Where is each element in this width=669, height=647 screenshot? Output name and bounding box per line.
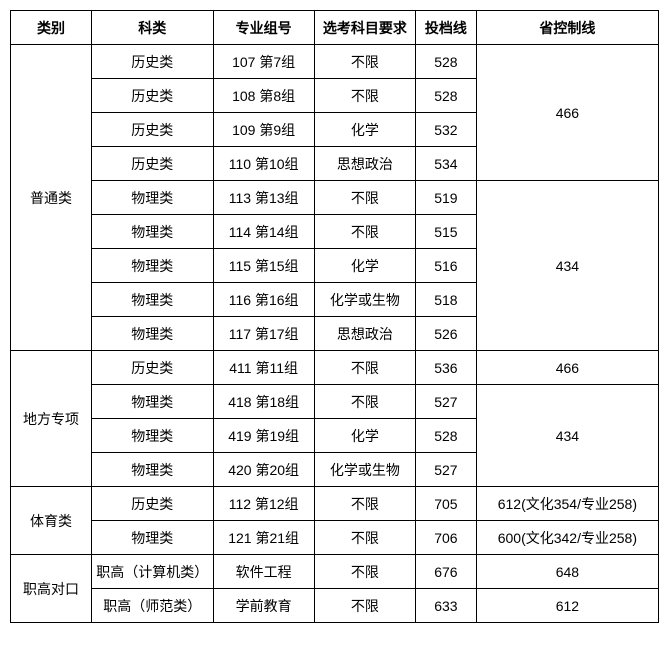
cell-subject: 历史类 xyxy=(92,45,214,79)
cell-group: 软件工程 xyxy=(213,555,314,589)
cell-requirement: 不限 xyxy=(314,385,415,419)
cell-subject: 历史类 xyxy=(92,351,214,385)
cell-category: 体育类 xyxy=(11,487,92,555)
cell-group: 116 第16组 xyxy=(213,283,314,317)
table-body: 普通类历史类107 第7组不限528466历史类108 第8组不限528历史类1… xyxy=(11,45,659,623)
cell-province: 648 xyxy=(476,555,658,589)
cell-score: 516 xyxy=(416,249,477,283)
cell-score: 515 xyxy=(416,215,477,249)
cell-score: 528 xyxy=(416,79,477,113)
cell-province: 434 xyxy=(476,385,658,487)
cell-score: 527 xyxy=(416,453,477,487)
cell-score: 519 xyxy=(416,181,477,215)
header-row: 类别 科类 专业组号 选考科目要求 投档线 省控制线 xyxy=(11,11,659,45)
table-row: 普通类历史类107 第7组不限528466 xyxy=(11,45,659,79)
cell-subject: 物理类 xyxy=(92,419,214,453)
cell-group: 419 第19组 xyxy=(213,419,314,453)
cell-subject: 物理类 xyxy=(92,283,214,317)
header-province: 省控制线 xyxy=(476,11,658,45)
header-group: 专业组号 xyxy=(213,11,314,45)
cell-score: 705 xyxy=(416,487,477,521)
cell-score: 518 xyxy=(416,283,477,317)
admission-table: 类别 科类 专业组号 选考科目要求 投档线 省控制线 普通类历史类107 第7组… xyxy=(10,10,659,623)
header-subject: 科类 xyxy=(92,11,214,45)
cell-group: 113 第13组 xyxy=(213,181,314,215)
table-row: 地方专项历史类411 第11组不限536466 xyxy=(11,351,659,385)
cell-requirement: 化学 xyxy=(314,419,415,453)
table-row: 物理类121 第21组不限706600(文化342/专业258) xyxy=(11,521,659,555)
header-requirement: 选考科目要求 xyxy=(314,11,415,45)
cell-requirement: 不限 xyxy=(314,181,415,215)
cell-group: 109 第9组 xyxy=(213,113,314,147)
cell-subject: 物理类 xyxy=(92,249,214,283)
cell-score: 633 xyxy=(416,589,477,623)
cell-subject: 历史类 xyxy=(92,79,214,113)
cell-group: 121 第21组 xyxy=(213,521,314,555)
cell-group: 411 第11组 xyxy=(213,351,314,385)
cell-subject: 职高（师范类） xyxy=(92,589,214,623)
cell-group: 117 第17组 xyxy=(213,317,314,351)
cell-score: 676 xyxy=(416,555,477,589)
cell-requirement: 思想政治 xyxy=(314,317,415,351)
cell-province: 612 xyxy=(476,589,658,623)
table-row: 物理类418 第18组不限527434 xyxy=(11,385,659,419)
cell-subject: 物理类 xyxy=(92,385,214,419)
cell-requirement: 不限 xyxy=(314,589,415,623)
table-row: 物理类113 第13组不限519434 xyxy=(11,181,659,215)
cell-subject: 物理类 xyxy=(92,181,214,215)
cell-score: 534 xyxy=(416,147,477,181)
cell-province: 600(文化342/专业258) xyxy=(476,521,658,555)
cell-requirement: 化学 xyxy=(314,249,415,283)
cell-group: 110 第10组 xyxy=(213,147,314,181)
cell-score: 706 xyxy=(416,521,477,555)
cell-category: 职高对口 xyxy=(11,555,92,623)
cell-group: 112 第12组 xyxy=(213,487,314,521)
cell-score: 528 xyxy=(416,419,477,453)
cell-group: 418 第18组 xyxy=(213,385,314,419)
cell-requirement: 不限 xyxy=(314,351,415,385)
cell-subject: 物理类 xyxy=(92,215,214,249)
cell-group: 108 第8组 xyxy=(213,79,314,113)
table-row: 职高对口职高（计算机类）软件工程不限676648 xyxy=(11,555,659,589)
header-category: 类别 xyxy=(11,11,92,45)
cell-subject: 历史类 xyxy=(92,113,214,147)
table-row: 职高（师范类）学前教育不限633612 xyxy=(11,589,659,623)
cell-group: 114 第14组 xyxy=(213,215,314,249)
cell-province: 434 xyxy=(476,181,658,351)
cell-group: 学前教育 xyxy=(213,589,314,623)
cell-requirement: 不限 xyxy=(314,487,415,521)
cell-group: 107 第7组 xyxy=(213,45,314,79)
cell-subject: 物理类 xyxy=(92,453,214,487)
cell-requirement: 不限 xyxy=(314,215,415,249)
cell-score: 527 xyxy=(416,385,477,419)
cell-requirement: 思想政治 xyxy=(314,147,415,181)
cell-score: 532 xyxy=(416,113,477,147)
cell-requirement: 不限 xyxy=(314,45,415,79)
cell-category: 地方专项 xyxy=(11,351,92,487)
cell-subject: 历史类 xyxy=(92,147,214,181)
cell-score: 536 xyxy=(416,351,477,385)
cell-group: 420 第20组 xyxy=(213,453,314,487)
cell-province: 466 xyxy=(476,45,658,181)
cell-subject: 历史类 xyxy=(92,487,214,521)
cell-group: 115 第15组 xyxy=(213,249,314,283)
cell-province: 612(文化354/专业258) xyxy=(476,487,658,521)
cell-requirement: 不限 xyxy=(314,79,415,113)
cell-requirement: 不限 xyxy=(314,521,415,555)
cell-requirement: 化学或生物 xyxy=(314,283,415,317)
table-row: 体育类历史类112 第12组不限705612(文化354/专业258) xyxy=(11,487,659,521)
cell-requirement: 不限 xyxy=(314,555,415,589)
cell-province: 466 xyxy=(476,351,658,385)
cell-score: 528 xyxy=(416,45,477,79)
cell-requirement: 化学或生物 xyxy=(314,453,415,487)
cell-score: 526 xyxy=(416,317,477,351)
cell-category: 普通类 xyxy=(11,45,92,351)
header-score: 投档线 xyxy=(416,11,477,45)
cell-requirement: 化学 xyxy=(314,113,415,147)
cell-subject: 物理类 xyxy=(92,521,214,555)
cell-subject: 物理类 xyxy=(92,317,214,351)
cell-subject: 职高（计算机类） xyxy=(92,555,214,589)
